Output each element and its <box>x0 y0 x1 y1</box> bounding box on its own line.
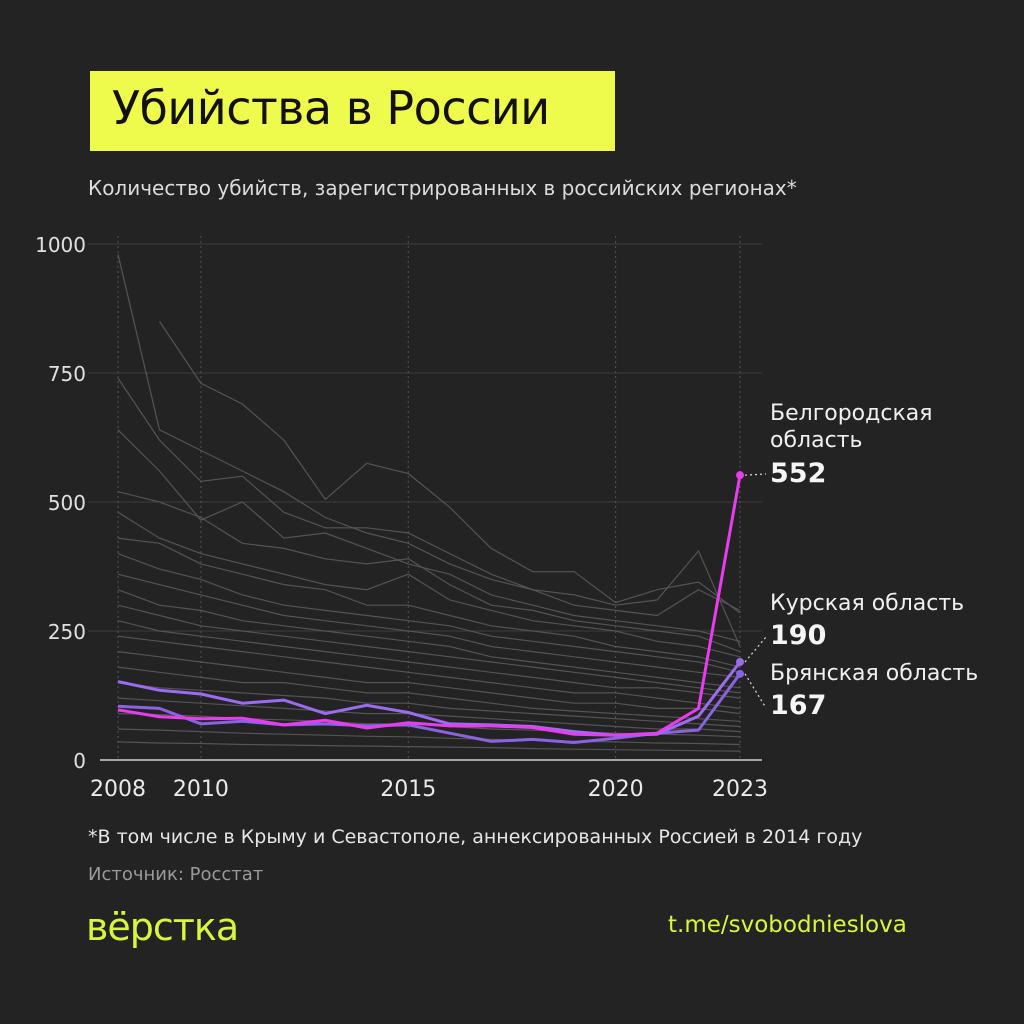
series-endpoint-1 <box>736 657 744 666</box>
x-tick-label: 2010 <box>173 777 229 802</box>
region-line <box>117 682 741 728</box>
footnote: *В том числе в Крыму и Севастополе, анне… <box>88 826 863 848</box>
region-line <box>117 728 741 746</box>
y-tick-label: 250 <box>48 620 86 644</box>
region-line <box>117 635 741 709</box>
kursk-value: 190 <box>770 620 827 651</box>
label-connector <box>744 673 767 709</box>
logo: вёрстка <box>86 905 239 949</box>
belgorod-label-line1: Белгородская <box>770 401 933 426</box>
kursk-label: Курская область <box>770 591 965 616</box>
region-line <box>117 620 741 699</box>
bryansk-label: Брянская область <box>770 661 979 686</box>
region-line <box>117 491 741 653</box>
x-tick-label: 2015 <box>380 777 436 802</box>
region-line <box>117 537 741 668</box>
series-endpoint-0 <box>736 471 744 480</box>
region-line <box>117 429 741 642</box>
region-line <box>117 377 741 647</box>
label-connector <box>744 636 767 663</box>
x-tick-label: 2020 <box>588 777 644 802</box>
region-line <box>117 651 741 715</box>
region-line <box>117 666 741 722</box>
region-line <box>117 741 741 752</box>
series-endpoint-2 <box>736 669 744 678</box>
belgorod-label-line2: область <box>770 428 863 453</box>
bryansk-value: 167 <box>770 690 827 721</box>
source: Источник: Росстат <box>88 864 264 885</box>
label-connector <box>744 473 767 476</box>
x-tick-label: 2008 <box>90 777 146 802</box>
telegram-link[interactable]: t.me/svobodnieslova <box>668 912 907 938</box>
region-line <box>159 321 741 614</box>
belgorod-label: Белгородская область <box>770 400 932 454</box>
region-line <box>117 511 741 658</box>
series-line-0 <box>117 474 742 737</box>
chart-title: Убийства в России <box>112 81 550 135</box>
y-tick-label: 750 <box>48 362 86 386</box>
y-tick-label: 500 <box>48 491 86 515</box>
region-line <box>117 697 741 733</box>
region-line <box>117 553 741 673</box>
region-line <box>117 604 741 694</box>
region-line <box>117 589 741 689</box>
y-tick-label: 1000 <box>35 233 86 257</box>
region-line <box>117 573 741 678</box>
chart-subtitle: Количество убийств, зарегистрированных в… <box>88 176 797 200</box>
title-box: Убийства в России <box>90 71 615 151</box>
belgorod-value: 552 <box>770 458 827 489</box>
region-line <box>117 254 741 617</box>
x-tick-label: 2023 <box>712 777 768 802</box>
y-tick-label: 0 <box>73 749 86 773</box>
